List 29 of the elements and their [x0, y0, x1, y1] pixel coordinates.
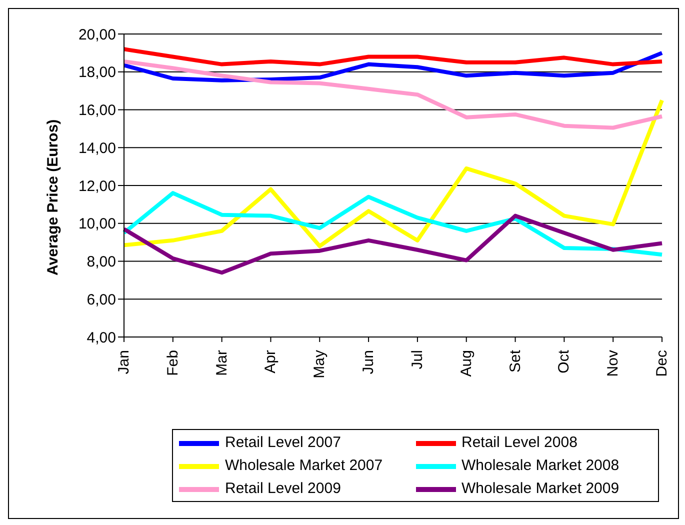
y-tick-label: 16,00 — [78, 102, 116, 120]
x-tick-label: Set — [506, 349, 524, 373]
y-tick-label: 12,00 — [78, 178, 116, 195]
legend-label: Wholesale Market 2008 — [462, 457, 620, 474]
y-tick-label: 4,00 — [86, 329, 116, 346]
x-tick-label: Aug — [458, 350, 475, 377]
legend-label: Retail Level 2007 — [225, 434, 341, 451]
legend-label: Wholesale Market 2007 — [225, 457, 383, 474]
x-tick-label: Mar — [213, 350, 230, 376]
line-series — [122, 47, 664, 66]
y-tick-label: 14,00 — [78, 140, 116, 157]
x-tick-label: Nov — [604, 350, 622, 377]
y-tick-label: 8,00 — [86, 254, 116, 271]
legend-label: Retail Level 2008 — [462, 434, 578, 451]
legend-label: Wholesale Market 2009 — [462, 480, 620, 497]
x-tick-label: Oct — [556, 349, 573, 374]
x-tick-label: Feb — [164, 350, 182, 376]
y-tick-label: 20,00 — [78, 26, 116, 44]
legend-label: Retail Level 2009 — [225, 480, 341, 497]
x-tick-label: Jul — [408, 350, 426, 370]
x-tick-label: Jan — [116, 350, 132, 374]
x-tick-label: Dec — [654, 350, 670, 377]
x-tick-label: Apr — [262, 350, 280, 374]
y-tick-label: 10,00 — [78, 216, 116, 233]
x-tick-label: Jun — [360, 350, 378, 374]
x-tick-label: May — [311, 350, 328, 378]
y-tick-label: 6,00 — [86, 291, 116, 308]
y-tick-label: 18,00 — [78, 64, 116, 82]
y-axis-title: Average Price (Euros) — [44, 119, 62, 276]
